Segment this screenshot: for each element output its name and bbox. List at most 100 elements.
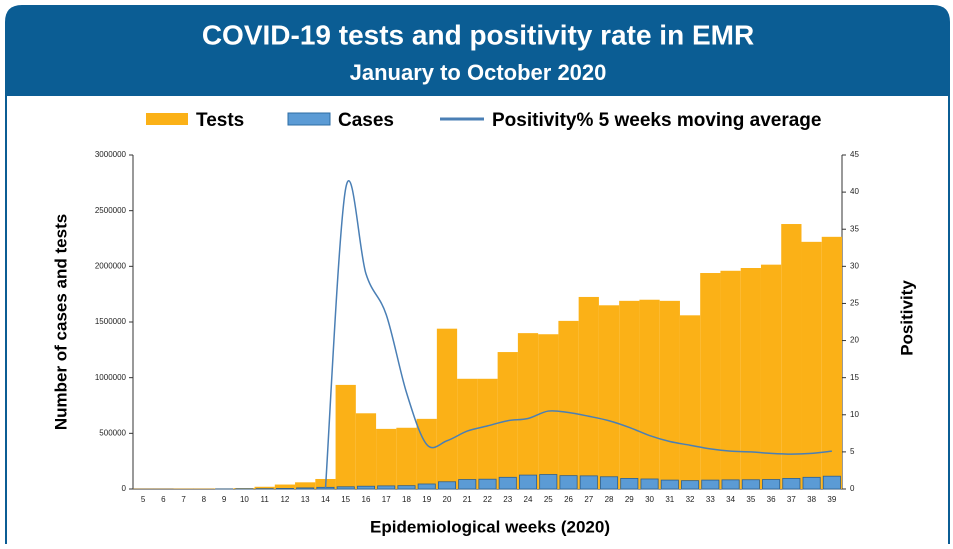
bar [599, 305, 619, 489]
legend-label: Positivity% 5 weeks moving average [492, 110, 822, 131]
x-axis-label: Epidemiological weeks (2020) [370, 517, 610, 536]
bar [641, 479, 658, 489]
x-tick-label: 32 [686, 495, 695, 504]
y-tick-label: 2000000 [95, 261, 127, 270]
y-tick-label: 0 [122, 484, 127, 493]
bar [479, 479, 496, 489]
x-tick-label: 23 [503, 495, 512, 504]
y2-tick-label: 45 [850, 150, 859, 159]
bar [560, 476, 577, 489]
x-tick-label: 9 [222, 495, 227, 504]
bar [742, 480, 759, 489]
x-tick-label: 17 [382, 495, 391, 504]
x-tick-label: 5 [141, 495, 146, 504]
x-tick-label: 39 [827, 495, 836, 504]
bar [297, 488, 314, 489]
bar [803, 477, 820, 489]
bar [639, 300, 659, 489]
y2-tick-label: 0 [850, 484, 855, 493]
legend-swatch [146, 113, 188, 125]
x-tick-label: 7 [181, 495, 186, 504]
bar [519, 475, 536, 489]
bar [376, 429, 396, 489]
y2-tick-label: 30 [850, 261, 859, 270]
bar [558, 321, 578, 489]
y-axis-label: Number of cases and tests [51, 214, 70, 430]
bar [418, 484, 435, 489]
bar [398, 486, 415, 489]
bar [540, 475, 557, 489]
bar [823, 476, 840, 489]
x-tick-label: 34 [726, 495, 735, 504]
legend-label: Tests [196, 110, 244, 131]
bar [702, 480, 719, 489]
y2-tick-label: 20 [850, 336, 859, 345]
x-tick-label: 37 [787, 495, 796, 504]
x-tick-label: 16 [362, 495, 371, 504]
bar [459, 480, 476, 489]
y-tick-label: 2500000 [95, 206, 127, 215]
y2-tick-label: 15 [850, 373, 859, 382]
x-tick-label: 10 [240, 495, 249, 504]
x-tick-label: 21 [463, 495, 472, 504]
x-tick-label: 26 [564, 495, 573, 504]
x-tick-label: 29 [625, 495, 634, 504]
bar [518, 333, 538, 489]
x-tick-label: 13 [301, 495, 310, 504]
bar [720, 271, 740, 489]
x-tick-label: 30 [645, 495, 654, 504]
bar [437, 329, 457, 489]
x-tick-label: 28 [605, 495, 614, 504]
x-tick-label: 22 [483, 495, 492, 504]
x-tick-label: 35 [746, 495, 755, 504]
y-tick-label: 1500000 [95, 317, 127, 326]
bar [378, 486, 395, 489]
x-tick-label: 15 [341, 495, 350, 504]
bar [681, 481, 698, 489]
bar [417, 419, 437, 489]
bar [621, 478, 638, 489]
y2-tick-label: 25 [850, 299, 859, 308]
bar [337, 487, 354, 489]
y-tick-label: 500000 [99, 428, 126, 437]
x-tick-label: 27 [584, 495, 593, 504]
bar [741, 268, 761, 489]
bar [499, 477, 516, 489]
x-tick-label: 36 [767, 495, 776, 504]
bar [700, 273, 720, 489]
x-tick-label: 31 [665, 495, 674, 504]
bar [579, 297, 599, 489]
bar [660, 301, 680, 489]
bar [438, 482, 455, 489]
y-tick-label: 3000000 [95, 150, 127, 159]
bar [661, 480, 678, 489]
x-tick-label: 33 [706, 495, 715, 504]
bar [336, 385, 356, 489]
bar [396, 428, 416, 489]
bar [801, 242, 821, 489]
bar [680, 315, 700, 489]
bar [762, 480, 779, 489]
y2-tick-label: 35 [850, 224, 859, 233]
legend-label: Cases [338, 110, 394, 131]
bar [477, 379, 497, 489]
x-tick-label: 8 [202, 495, 207, 504]
chart-title: COVID-19 tests and positivity rate in EM… [202, 19, 754, 50]
bar [600, 477, 617, 489]
bar [783, 478, 800, 489]
x-tick-label: 20 [443, 495, 452, 504]
chart-subtitle: January to October 2020 [350, 60, 607, 85]
x-tick-label: 6 [161, 495, 166, 504]
y2-tick-label: 40 [850, 187, 859, 196]
x-tick-label: 24 [524, 495, 533, 504]
y2-axis-label: Positivity [897, 280, 916, 356]
y2-tick-label: 5 [850, 447, 855, 456]
y-tick-label: 1000000 [95, 373, 127, 382]
x-tick-label: 14 [321, 495, 330, 504]
bar [781, 224, 801, 489]
x-tick-label: 38 [807, 495, 816, 504]
x-tick-label: 19 [422, 495, 431, 504]
x-tick-label: 12 [280, 495, 289, 504]
bar [356, 413, 376, 489]
